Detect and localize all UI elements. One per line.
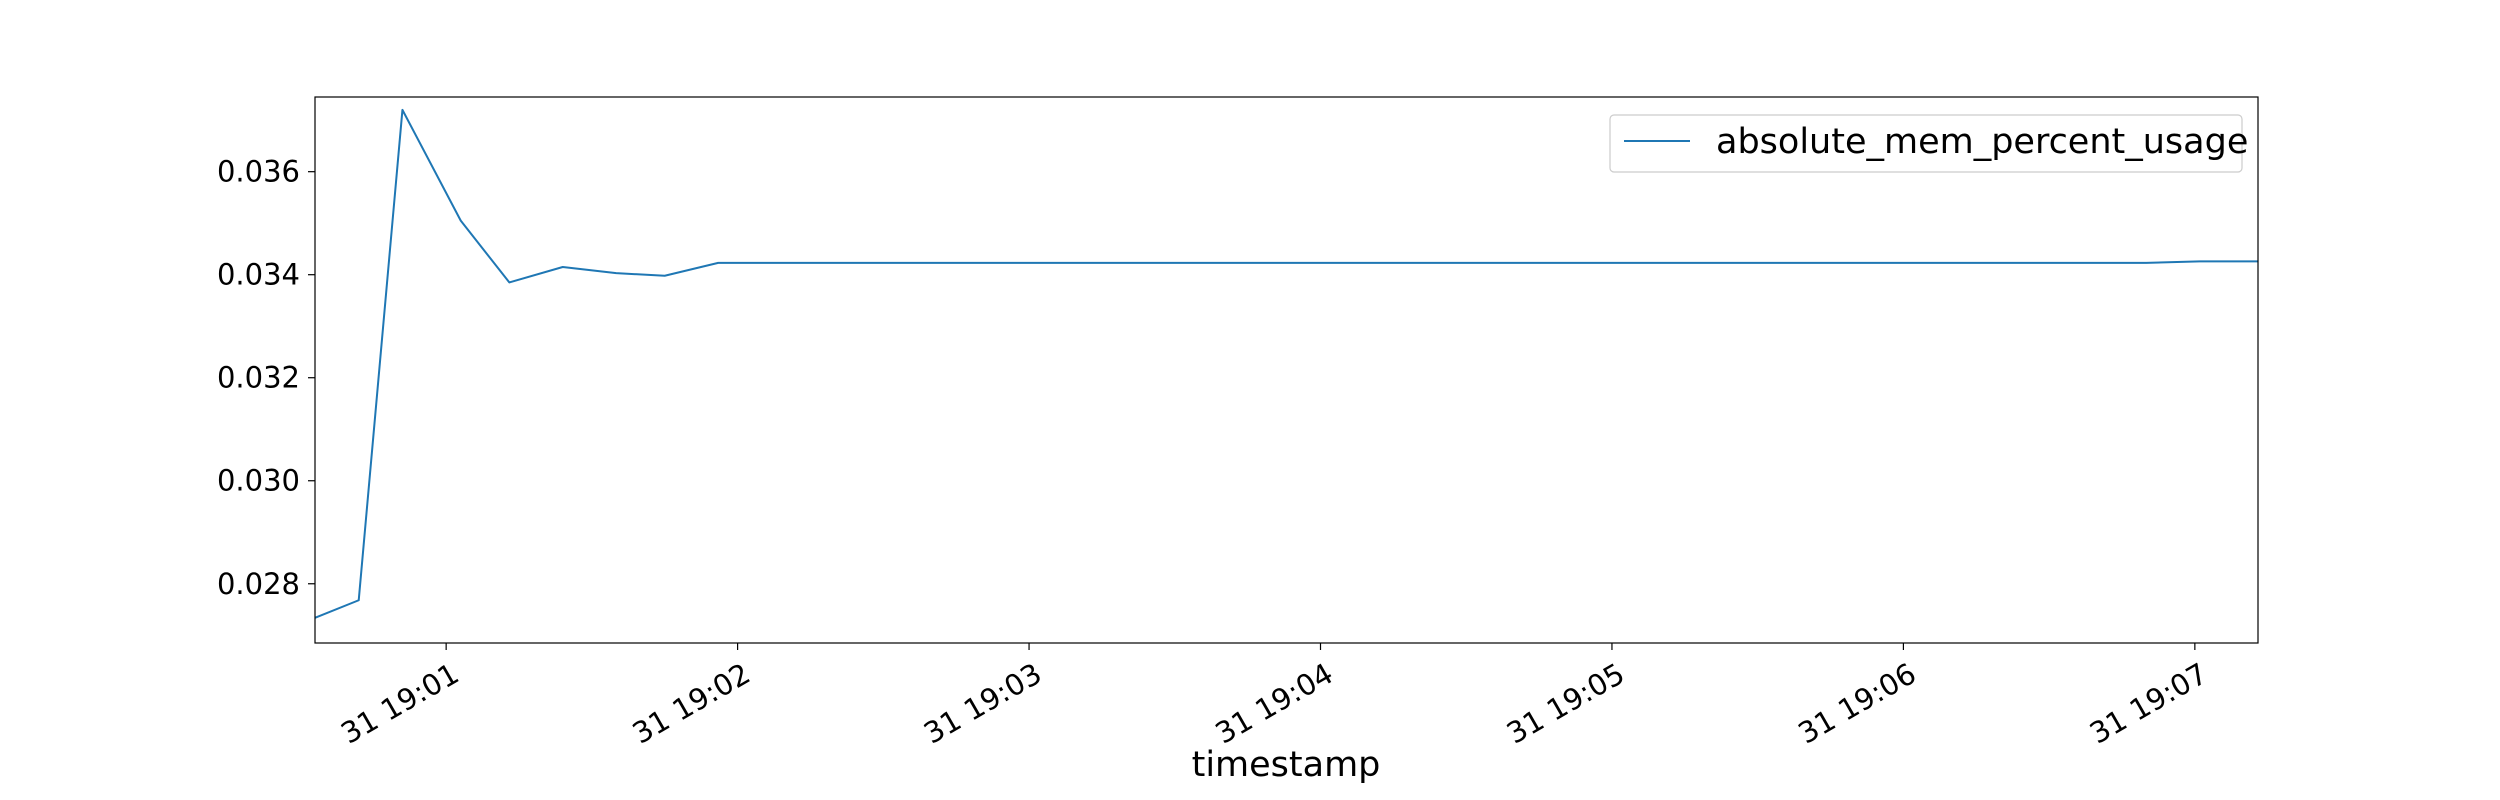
- x-axis: 31 19:01 31 19:02 31 19:03 31 19:04 31 19:05…: [335, 643, 2213, 751]
- y-tick-label: 0.028: [217, 567, 300, 601]
- x-tick-label: 31 19:01: [335, 656, 464, 750]
- legend-box: [1609, 114, 2243, 173]
- y-tick-label: 0.036: [217, 155, 300, 189]
- plot-frame: [314, 96, 2259, 644]
- x-tick-label: 31 19:02: [627, 656, 756, 750]
- plot-area: [315, 97, 2258, 643]
- x-tick-label: 31 19:06: [1792, 656, 1921, 750]
- y-tick-label: 0.034: [217, 258, 300, 292]
- y-axis: 0.028 0.030 0.032 0.034 0.036: [217, 155, 315, 601]
- y-tick-label: 0.032: [217, 361, 300, 395]
- series-layer: [314, 108, 2258, 619]
- y-tick-label: 0.030: [217, 464, 300, 498]
- x-tick-label: 31 19:03: [918, 656, 1047, 750]
- x-tick-label: 31 19:05: [1501, 656, 1630, 750]
- x-tick-label: 31 19:04: [1209, 656, 1338, 750]
- x-axis-title: timestamp: [1192, 745, 1381, 785]
- legend-label: absolute_mem_percent_usage: [1716, 122, 2248, 162]
- legend: absolute_mem_percent_usage: [1609, 114, 2248, 173]
- x-tick-label: 31 19:07: [2084, 656, 2213, 750]
- series-line-absolute_mem_percent_usage: [314, 108, 2258, 619]
